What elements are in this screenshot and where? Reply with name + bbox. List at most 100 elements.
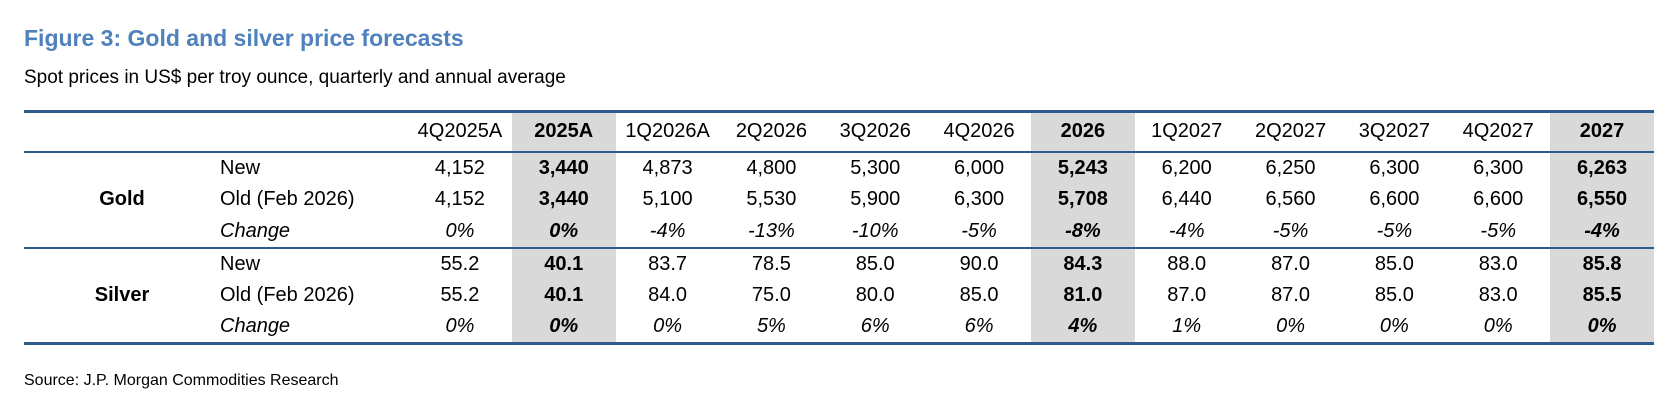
value-cell: 88.0 bbox=[1167, 252, 1207, 275]
value-cell: 55.2 bbox=[440, 252, 480, 275]
value-cell: 5,300 bbox=[850, 156, 901, 179]
empty-cell bbox=[24, 112, 220, 152]
row-label: New bbox=[220, 156, 261, 179]
value-cell: 55.2 bbox=[440, 284, 480, 306]
value-cell: 40.1 bbox=[511, 247, 616, 280]
column-header: 4Q2027 bbox=[1462, 120, 1534, 143]
value-cell: 6,560 bbox=[1265, 188, 1316, 210]
value-cell: 85.0 bbox=[959, 284, 999, 306]
column-header: 2026 bbox=[1030, 111, 1135, 152]
value-cell: -5% bbox=[1376, 219, 1413, 242]
value-cell: 6,250 bbox=[1265, 156, 1316, 179]
price-table: 4Q2025A 2025A 1Q2026A 2Q2026 3Q2026 4Q2026 202… bbox=[24, 110, 1654, 345]
header-row: 4Q2025A 2025A 1Q2026A 2Q2026 3Q2026 4Q2026 202… bbox=[24, 111, 1654, 152]
value-cell: 75.0 bbox=[751, 284, 791, 306]
value-cell: 3,440 bbox=[511, 183, 616, 216]
value-cell: -4% bbox=[649, 219, 686, 242]
column-header: 4Q2026 bbox=[943, 120, 1015, 143]
value-cell: 6,300 bbox=[954, 188, 1005, 210]
value-cell: 0% bbox=[1483, 315, 1513, 338]
row-label: Old (Feb 2026) bbox=[220, 188, 355, 210]
group: Silver New 55.2 40.1 83.7 78.5 85.0 90.0 84.3 88.… bbox=[24, 247, 1654, 344]
value-cell: 0% bbox=[511, 215, 616, 248]
column-header: 4Q2025A bbox=[417, 120, 503, 143]
value-cell: 80.0 bbox=[855, 284, 895, 306]
row-label: Change bbox=[220, 315, 291, 338]
value-cell: 5,900 bbox=[850, 188, 901, 210]
value-cell: 85.0 bbox=[855, 252, 895, 275]
data-row: Gold New 4,152 3,440 4,873 4,800 5,300 6,000 5,2… bbox=[24, 151, 1654, 210]
value-cell: 0% bbox=[1379, 315, 1409, 338]
value-cell: -5% bbox=[961, 219, 997, 242]
data-row: Silver New 55.2 40.1 83.7 78.5 85.0 90.0 84.3 88.… bbox=[24, 247, 1654, 306]
value-cell: 87.0 bbox=[1167, 284, 1207, 306]
table-header: 4Q2025A 2025A 1Q2026A 2Q2026 3Q2026 4Q2026 202… bbox=[24, 111, 1654, 152]
value-cell: 85.5 bbox=[1550, 279, 1654, 312]
column-header: 1Q2027 bbox=[1151, 120, 1223, 143]
value-cell: 4% bbox=[1030, 311, 1135, 344]
value-cell: 83.0 bbox=[1478, 284, 1518, 306]
value-cell: 6,600 bbox=[1369, 188, 1420, 210]
value-cell: -5% bbox=[1272, 219, 1309, 242]
value-cell: 4,873 bbox=[642, 156, 693, 179]
value-cell: 0% bbox=[653, 315, 683, 338]
value-cell: -8% bbox=[1030, 215, 1135, 248]
value-cell: 5,243 bbox=[1030, 151, 1135, 184]
value-cell: 85.8 bbox=[1550, 247, 1654, 280]
value-cell: 6,300 bbox=[1369, 156, 1420, 179]
value-cell: 6,200 bbox=[1161, 156, 1212, 179]
data-row: Change 0% 0% -4% -13% -10% -5% -8% -4% -5% -5% -5% -… bbox=[24, 215, 1654, 248]
value-cell: 78.5 bbox=[751, 252, 791, 275]
value-cell: 85.0 bbox=[1374, 284, 1414, 306]
value-cell: 85.0 bbox=[1374, 252, 1414, 275]
column-header: 3Q2026 bbox=[839, 120, 911, 143]
value-cell: 6,000 bbox=[954, 156, 1005, 179]
value-cell: -5% bbox=[1480, 219, 1516, 242]
group-label: Silver bbox=[94, 283, 150, 306]
value-cell: 90.0 bbox=[959, 252, 999, 275]
value-cell: 84.0 bbox=[648, 284, 688, 306]
group: Gold New 4,152 3,440 4,873 4,800 5,300 6,000 5,2… bbox=[24, 151, 1654, 248]
value-cell: 0% bbox=[445, 219, 475, 242]
data-row: Old (Feb 2026) 55.2 40.1 84.0 75.0 80.0 85.0 81… bbox=[24, 279, 1654, 312]
column-header: 3Q2027 bbox=[1358, 120, 1430, 143]
value-cell: -10% bbox=[851, 219, 899, 242]
value-cell: 84.3 bbox=[1030, 247, 1135, 280]
value-cell: 0% bbox=[1550, 311, 1654, 344]
value-cell: 5,708 bbox=[1030, 183, 1135, 216]
value-cell: 4,800 bbox=[746, 156, 797, 179]
value-cell: -4% bbox=[1550, 215, 1654, 248]
source: Source: J.P. Morgan Commodities Research bbox=[24, 372, 339, 389]
value-cell: 6,600 bbox=[1473, 188, 1524, 210]
value-cell: 1% bbox=[1172, 315, 1202, 338]
column-header: 2027 bbox=[1550, 111, 1654, 152]
value-cell: 0% bbox=[1276, 315, 1305, 338]
value-cell: 5,530 bbox=[746, 188, 797, 210]
value-cell: 6% bbox=[860, 315, 890, 338]
value-cell: 4,152 bbox=[434, 188, 485, 210]
value-cell: 3,440 bbox=[511, 151, 616, 184]
group-label: Gold bbox=[99, 188, 145, 210]
value-cell: 87.0 bbox=[1271, 284, 1310, 306]
value-cell: 83.7 bbox=[648, 252, 688, 275]
value-cell: 81.0 bbox=[1030, 279, 1135, 312]
row-label: New bbox=[220, 252, 261, 275]
column-header: 2Q2026 bbox=[735, 120, 807, 143]
empty-cell bbox=[220, 112, 408, 152]
column-header: 2Q2027 bbox=[1254, 120, 1327, 143]
value-cell: 6,550 bbox=[1550, 183, 1654, 216]
value-cell: 5,100 bbox=[642, 188, 693, 210]
value-cell: 0% bbox=[511, 311, 616, 344]
value-cell: 6,440 bbox=[1161, 188, 1212, 210]
subtitle: Spot prices in US$ per troy ounce, quart… bbox=[24, 67, 566, 88]
row-label: Old (Feb 2026) bbox=[220, 284, 355, 306]
column-header: 2025A bbox=[511, 111, 616, 152]
value-cell: 40.1 bbox=[511, 279, 616, 312]
value-cell: -13% bbox=[748, 219, 795, 242]
value-cell: 87.0 bbox=[1271, 252, 1310, 275]
value-cell: 6% bbox=[964, 315, 994, 338]
value-cell: 83.0 bbox=[1478, 252, 1518, 275]
value-cell: 4,152 bbox=[434, 156, 485, 179]
value-cell: 0% bbox=[445, 315, 475, 338]
